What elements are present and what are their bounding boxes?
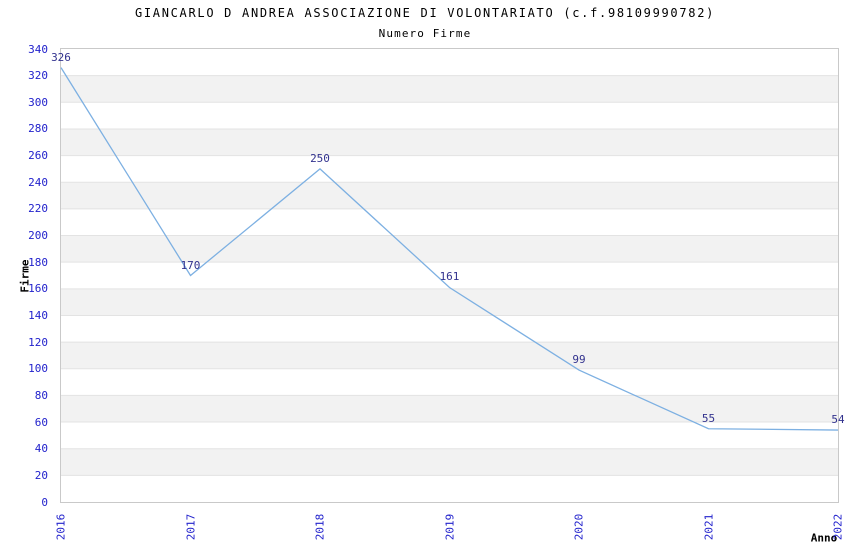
y-tick-label: 20 bbox=[34, 468, 48, 482]
chart-subtitle: Numero Firme bbox=[378, 27, 472, 40]
y-tick-label: 300 bbox=[28, 95, 48, 109]
y-tick-label: 260 bbox=[28, 149, 48, 163]
data-label: 55 bbox=[701, 411, 716, 425]
y-tick-label: 80 bbox=[34, 388, 48, 402]
x-tick-label: 2019 bbox=[443, 513, 456, 541]
data-label: 326 bbox=[51, 50, 71, 64]
grid-band bbox=[61, 342, 838, 369]
x-tick-label: 2016 bbox=[54, 513, 68, 541]
x-axis-title: Anno bbox=[810, 531, 838, 545]
y-tick-label: 280 bbox=[28, 122, 48, 136]
x-tick-label: 2018 bbox=[313, 513, 327, 541]
grid-band bbox=[61, 288, 838, 316]
grid-band bbox=[61, 448, 838, 476]
x-tick-label: 2022 bbox=[831, 513, 845, 541]
y-tick-label: 160 bbox=[28, 282, 48, 296]
y-tick-label: 200 bbox=[28, 229, 48, 243]
data-label: 250 bbox=[310, 151, 330, 165]
data-line bbox=[60, 67, 839, 431]
x-tick-label: 2021 bbox=[702, 513, 715, 541]
y-tick-label: 40 bbox=[34, 442, 48, 456]
grid-band bbox=[61, 395, 838, 423]
y-tick-label: 180 bbox=[28, 255, 48, 269]
y-tick-label: 60 bbox=[34, 415, 48, 429]
grid-band bbox=[61, 235, 838, 263]
y-tick-label: 120 bbox=[28, 335, 48, 349]
data-label: 54 bbox=[831, 413, 845, 427]
plot-area bbox=[60, 48, 839, 503]
y-tick-label: 140 bbox=[28, 308, 48, 322]
y-tick-label: 320 bbox=[28, 69, 48, 83]
grid-band bbox=[61, 182, 838, 209]
grid-band bbox=[61, 128, 838, 156]
x-tick-label: 2017 bbox=[184, 513, 197, 541]
data-label: 161 bbox=[439, 270, 460, 284]
chart-title: GIANCARLO D ANDREA ASSOCIAZIONE DI VOLON… bbox=[134, 6, 716, 20]
y-tick-label: 100 bbox=[28, 362, 48, 376]
y-tick-label: 340 bbox=[28, 42, 48, 56]
line-chart-svg bbox=[60, 67, 839, 476]
y-tick-label: 240 bbox=[28, 175, 48, 189]
data-label: 99 bbox=[572, 353, 586, 367]
y-tick-label: 220 bbox=[28, 202, 48, 216]
y-tick-label: 0 bbox=[41, 495, 48, 509]
grid-band bbox=[61, 75, 838, 103]
data-label: 170 bbox=[180, 258, 201, 272]
x-tick-label: 2020 bbox=[572, 513, 586, 541]
